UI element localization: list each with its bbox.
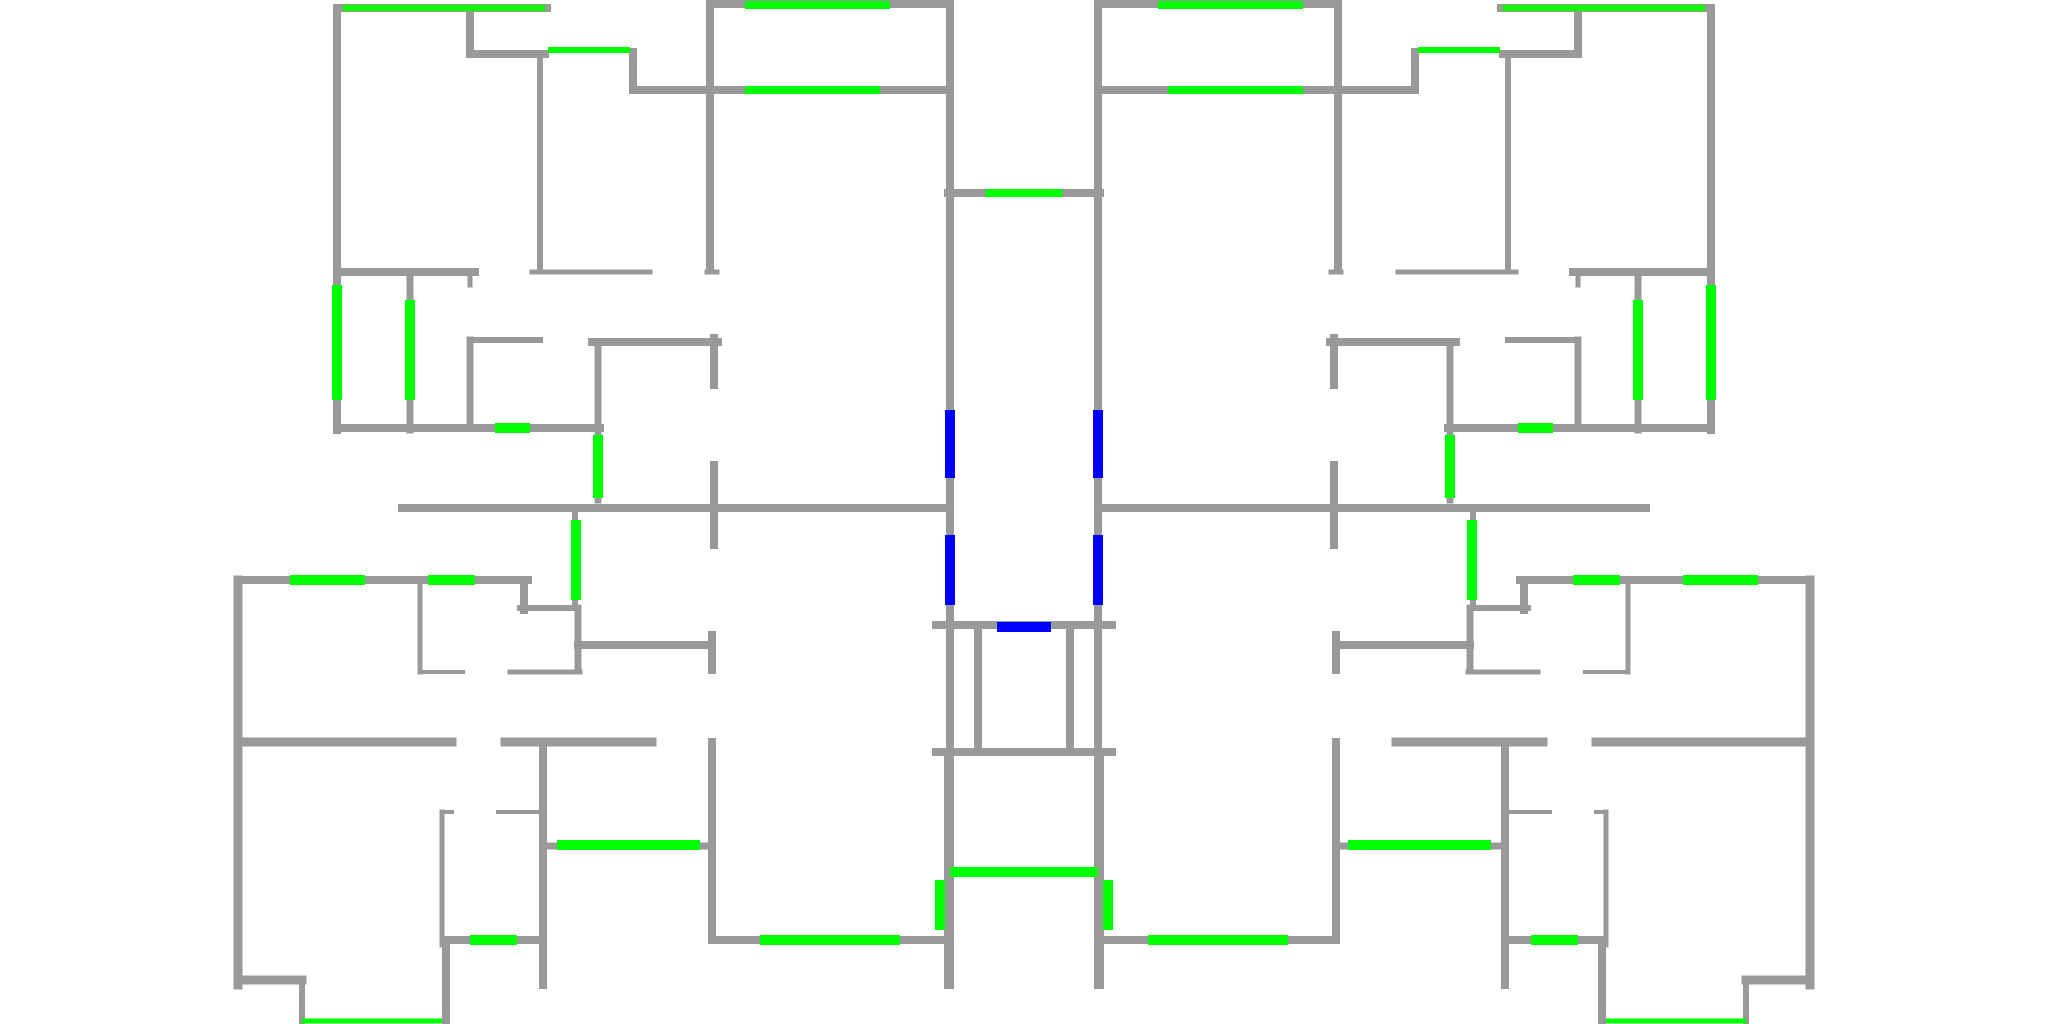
doors-layer	[945, 410, 1103, 632]
windows-layer	[290, 1, 1758, 1024]
